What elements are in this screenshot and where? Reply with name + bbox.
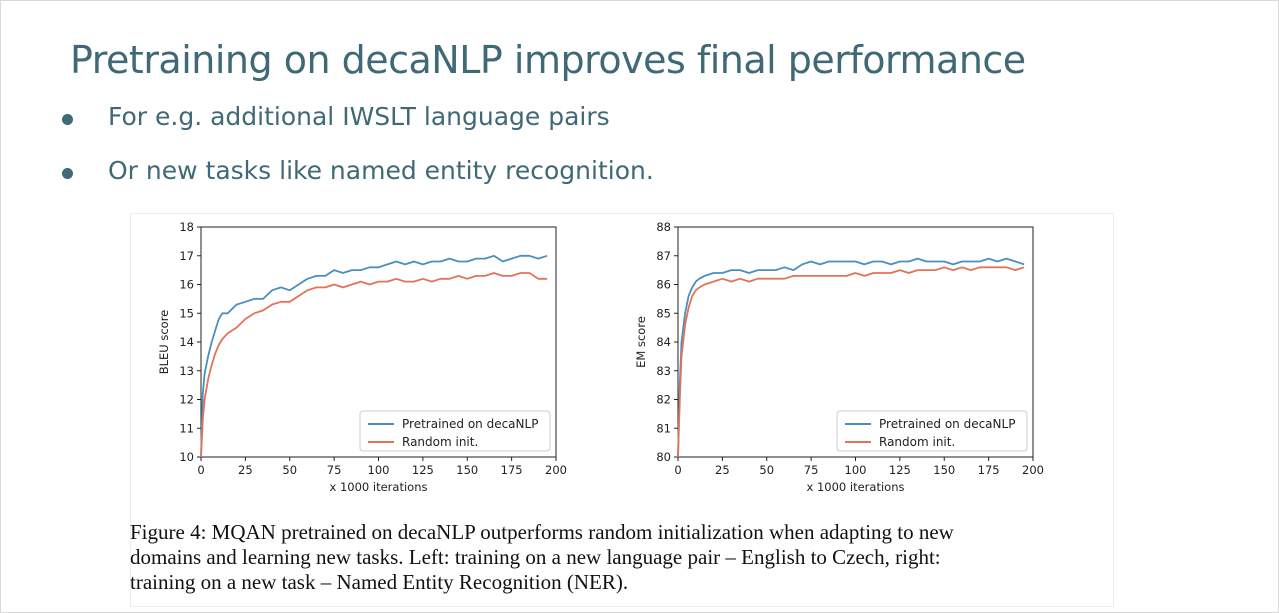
y-tick-label: 82: [656, 393, 671, 407]
bullet-item: For e.g. additional IWSLT language pairs: [62, 102, 654, 156]
x-tick-label: 125: [412, 463, 434, 477]
y-tick-label: 85: [656, 306, 671, 320]
bullet-dot-icon: [62, 168, 73, 179]
legend-box: [359, 410, 551, 452]
bullet-text: For e.g. additional IWSLT language pairs: [108, 102, 610, 131]
series-line-pretrained: [677, 257, 1025, 458]
x-tick-label: 0: [674, 463, 681, 477]
x-tick-label: 150: [456, 463, 478, 477]
figure-caption: Figure 4: MQAN pretrained on decaNLP out…: [130, 520, 954, 594]
bullet-dot-icon: [62, 114, 73, 125]
x-tick-label: 50: [282, 463, 297, 477]
x-tick-label: 150: [933, 463, 955, 477]
bullet-text: Or new tasks like named entity recogniti…: [108, 156, 654, 185]
x-tick-label: 200: [545, 463, 567, 477]
x-tick-label: 125: [889, 463, 911, 477]
bullet-item: Or new tasks like named entity recogniti…: [62, 156, 654, 210]
series-line-pretrained: [200, 254, 548, 458]
legend: Pretrained on decaNLP Random init.: [359, 410, 551, 452]
x-tick-label: 100: [368, 463, 390, 477]
chart-bleu: 0 25 50 75 100 125 150 175 200 10 11 12 13 14 15 16 17 18…: [157, 220, 567, 494]
legend-box: [836, 410, 1028, 452]
y-tick-label: 84: [656, 335, 671, 349]
y-tick-label: 80: [656, 450, 671, 464]
legend-label: Random init.: [402, 435, 478, 449]
y-tick-label: 18: [179, 220, 194, 234]
y-tick-label: 17: [179, 249, 194, 263]
y-tick-label: 16: [179, 278, 194, 292]
y-axis-label: EM score: [634, 316, 648, 368]
y-tick-label: 11: [179, 421, 194, 435]
slide-title: Pretraining on decaNLP improves final pe…: [70, 38, 1026, 82]
y-axis-label: BLEU score: [157, 310, 171, 375]
legend-label: Random init.: [879, 435, 955, 449]
figure-panel: [130, 213, 1114, 607]
x-tick-label: 0: [197, 463, 204, 477]
y-tick-label: 87: [656, 249, 671, 263]
x-tick-label: 75: [327, 463, 342, 477]
bullet-list: For e.g. additional IWSLT language pairs…: [62, 102, 654, 210]
x-tick-label: 175: [501, 463, 523, 477]
x-tick-label: 100: [845, 463, 867, 477]
y-tick-label: 15: [179, 306, 194, 320]
y-tick-label: 88: [656, 220, 671, 234]
y-tick-label: 81: [656, 421, 671, 435]
x-tick-label: 200: [1022, 463, 1044, 477]
x-tick-label: 25: [715, 463, 730, 477]
x-tick-label: 25: [238, 463, 253, 477]
x-tick-label: 175: [978, 463, 1000, 477]
y-tick-label: 10: [179, 450, 194, 464]
x-tick-label: 75: [804, 463, 819, 477]
y-tick-label: 12: [179, 393, 194, 407]
legend-label: Pretrained on decaNLP: [402, 417, 538, 431]
y-tick-label: 86: [656, 278, 671, 292]
series-line-random: [200, 272, 548, 458]
chart-em: 0 25 50 75 100 125 150 175 200 80 81 82 83 84 85 86 87 88…: [634, 220, 1044, 494]
x-axis-label: x 1000 iterations: [330, 480, 428, 494]
legend: Pretrained on decaNLP Random init.: [836, 410, 1028, 452]
y-tick-label: 14: [179, 335, 194, 349]
y-tick-label: 83: [656, 364, 671, 378]
legend-label: Pretrained on decaNLP: [879, 417, 1015, 431]
y-tick-label: 13: [179, 364, 194, 378]
x-tick-label: 50: [759, 463, 774, 477]
series-line-random: [677, 266, 1025, 458]
x-axis-label: x 1000 iterations: [807, 480, 905, 494]
